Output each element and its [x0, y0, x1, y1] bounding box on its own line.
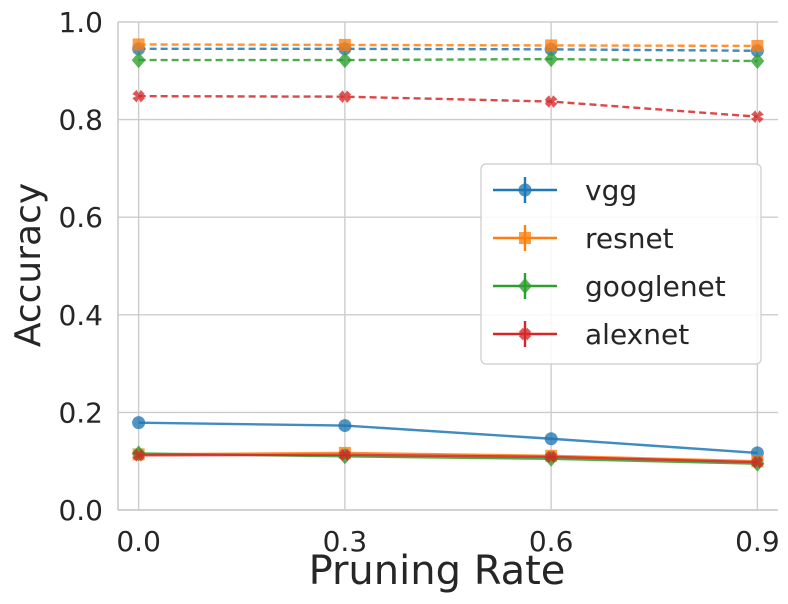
resnet-point [338, 38, 351, 51]
vgg-point [544, 432, 558, 446]
legend-label: alexnet [585, 318, 689, 351]
legend-marker [518, 278, 532, 294]
y-tick-label: 0.8 [58, 104, 103, 137]
resnet-point [132, 38, 145, 51]
x-tick-label: 0.9 [735, 525, 780, 558]
alexnet-point [544, 95, 558, 108]
legend-box [480, 163, 762, 365]
alexnet-point [338, 448, 352, 462]
legend-marker [518, 183, 532, 197]
legend-label: vgg [585, 174, 637, 207]
y-tick-label: 0.2 [58, 396, 103, 429]
series-alexnet-dashed [132, 89, 764, 124]
resnet-point [545, 39, 558, 52]
alexnet-line [138, 453, 758, 464]
alexnet-point [544, 450, 558, 464]
alexnet-point [338, 90, 352, 104]
series-resnet-dashed [132, 38, 764, 52]
vgg-line [138, 47, 758, 52]
series-group [131, 38, 765, 472]
x-tick-label: 0.3 [323, 525, 368, 558]
x-tick-label: 0.0 [116, 525, 161, 558]
vgg-line [138, 421, 758, 455]
vgg-point [338, 419, 352, 433]
legend-marker [519, 232, 531, 244]
y-tick-label: 1.0 [58, 6, 103, 39]
googlenet-line [138, 57, 758, 63]
x-tick-label: 0.6 [529, 525, 574, 558]
alexnet-point [132, 89, 145, 103]
googlenet-point [544, 51, 559, 68]
series-alexnet-solid [132, 448, 764, 469]
y-tick-label: 0.6 [58, 201, 103, 234]
legend-entry-googlenet: googlenet [493, 270, 726, 303]
y-axis-label: Accuracy [8, 183, 49, 347]
y-tick-label: 0.4 [58, 299, 103, 332]
legend-entry-resnet: resnet [493, 222, 674, 255]
alexnet-point [751, 110, 764, 124]
legend-marker [518, 327, 532, 341]
vgg-point [132, 416, 146, 430]
legend-entry-alexnet: alexnet [493, 318, 689, 351]
tick-labels: 0.0 0.2 0.4 0.6 0.8 1.0 0.0 0.3 0.6 0.9 [58, 6, 779, 558]
alexnet-line [138, 94, 758, 118]
x-axis-label: Pruning Rate [309, 548, 566, 594]
axes-spines [117, 22, 778, 511]
resnet-point [751, 39, 764, 52]
googlenet-point [750, 53, 765, 70]
legend-label: resnet [585, 222, 674, 255]
series-googlenet-dashed [131, 51, 765, 70]
series-vgg-solid [132, 416, 764, 460]
legend-entry-vgg: vgg [493, 174, 637, 207]
resnet-line [138, 43, 758, 48]
alexnet-point [751, 455, 764, 469]
y-tick-label: 0.0 [58, 494, 103, 527]
googlenet-point [131, 52, 146, 69]
alexnet-point [132, 449, 145, 462]
legend-label: googlenet [585, 270, 726, 303]
legend: vgg resnet googlenet alexnet [480, 163, 762, 365]
googlenet-point [337, 52, 352, 69]
